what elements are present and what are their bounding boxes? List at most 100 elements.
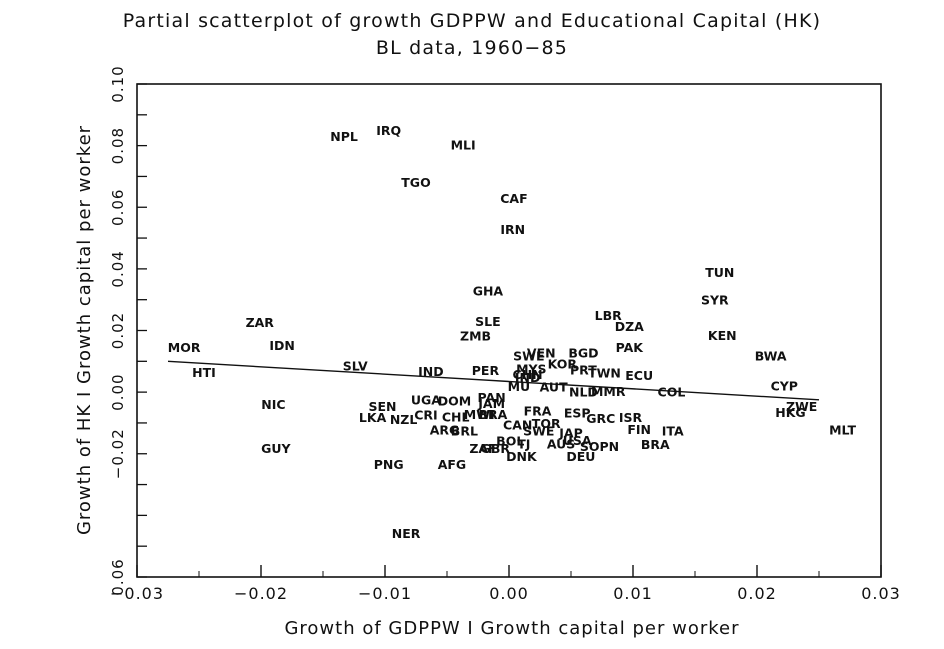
point-label-tun: TUN [705,265,734,280]
chart-subtitle: BL data, 1960−85 [375,37,569,59]
point-label-nld: NLD [569,385,598,400]
point-label-hti: HTI [192,365,216,380]
point-label-sen: SEN [369,399,397,414]
point-label-hkg: HKG [775,405,805,420]
point-label-isr: ISR [619,410,643,425]
x-axis-label: Growth of GDPPW I Growth capital per wor… [284,618,739,639]
point-label-mlt: MLT [829,422,856,437]
point-label-caf: CAF [500,191,527,206]
point-label-zmb: ZMB [460,328,491,343]
point-label-gha: GHA [473,283,504,298]
fit-line [167,360,820,401]
point-label-gbr: GBR [481,441,511,456]
point-label-col: COL [658,385,686,400]
x-tick-label: −0.01 [358,584,412,603]
point-label-afg: AFG [438,457,466,472]
point-label-ind: IND [515,370,541,385]
point-label-lbr: LBR [595,308,622,323]
plot-frame [136,83,882,578]
point-label-dza: DZA [615,319,644,334]
point-label-dnk: DNK [506,449,538,464]
x-tick-label: −0.02 [234,584,288,603]
point-label-cyp: CYP [771,378,798,393]
point-label-twn: TWN [588,366,621,381]
point-label-kor: KOR [548,356,578,371]
point-label-nzl: NZL [390,412,418,427]
y-tick-label: 0.08 [109,127,127,164]
point-label-tor: TOR [532,416,561,431]
y-tick-label: 0.04 [109,250,127,287]
chart-title: Partial scatterplot of growth GDPPW and … [122,10,822,32]
point-label-pan: PAN [478,390,506,405]
y-tick-label: 0.06 [109,558,127,595]
point-label-chl: CHL [442,409,470,424]
x-tick-label: 0.01 [613,584,653,603]
point-label-usa: USA [563,433,592,448]
point-label-ecu: ECU [625,368,653,383]
point-label-aut: AUT [540,380,568,395]
point-label-tgo: TGO [401,175,430,190]
point-label-idn: IDN [269,338,295,353]
point-label-cri: CRI [414,408,437,423]
point-label-per: PER [472,363,500,378]
point-label-nic: NIC [261,397,285,412]
x-tick-label: 0.03 [861,584,901,603]
point-label-arg: ARG [430,422,460,437]
y-axis-label: Growth of HK I Growth capital per worker [74,125,95,535]
point-label-fra: FRA [524,404,552,419]
point-label-mor: MOR [168,340,201,355]
point-label-lka: LKA [359,410,387,425]
point-label-uga: UGA [411,392,441,407]
y-tick-label: 0.02 [109,312,127,349]
point-label-jam: JAM [477,396,505,411]
point-label-mwi: MWI [464,407,495,422]
point-label-guy: GUY [261,441,291,456]
x-axis: −0.03 −0.02 −0.01 0.00 0.01 0.02 0.03 [110,565,901,603]
y-axis: 0.06 −0.02 0.02 0.06 0.10 0.08 0.04 0.00 [109,65,147,596]
point-label-slv: SLV [343,359,368,374]
point-label-dom: DOM [438,393,471,408]
point-label-zwe: ZWE [786,399,817,414]
point-label-ita: ITA [662,423,684,438]
point-label-pak: PAK [616,340,645,355]
y-tick-label: 0.00 [109,373,127,410]
point-label-grc: GRC [586,411,615,426]
point-label-mys: MYS [516,361,547,376]
point-label-zar: ZAR [246,315,275,330]
point-label-png: PNG [374,457,404,472]
point-label-prt: PRT [570,363,597,378]
point-label-esp: ESP [564,405,591,420]
y-tick-label: 0.10 [109,65,127,102]
point-label-bra: BRA [641,437,670,452]
point-label-chn: CHN [513,367,543,382]
point-label-bwa: BWA [755,348,787,363]
point-label-ind: IND [418,364,444,379]
point-label-mmr: MMR [591,384,626,399]
point-label-sopn: SOPN [580,439,619,454]
x-tick-label: 0.02 [737,584,777,603]
point-label-ven: VEN [527,345,556,360]
point-label-bol: BOL [496,434,524,449]
point-label-bra: BRA [478,407,507,422]
point-label-swe: SWE [513,348,544,363]
y-tick-label: −0.02 [109,428,127,479]
point-label-mu: MU [508,379,531,394]
point-label-swe: SWE [523,424,554,439]
point-label-irq: IRQ [376,123,401,138]
point-label-sle: SLE [475,314,501,329]
x-tick-label: −0.03 [110,584,164,603]
point-label-can: CAN [503,417,532,432]
point-label-fin: FIN [627,422,651,437]
point-label-brl: BRL [451,424,478,439]
point-label-aus: AUS [547,437,575,452]
point-labels: NPL IRQ MLI TGO CAF IRN TUN GHA SYR LBR ZAR SLE DZA Z… [168,123,857,541]
point-label-ken: KEN [708,328,737,343]
point-label-jap: JAP [558,426,583,441]
point-label-zaf: ZAF [469,441,496,456]
point-label-ner: NER [392,526,421,541]
x-tick-label: 0.00 [489,584,529,603]
point-label-deu: DEU [566,449,595,464]
point-label-irn: IRN [500,222,525,237]
point-label-syr: SYR [701,293,729,308]
